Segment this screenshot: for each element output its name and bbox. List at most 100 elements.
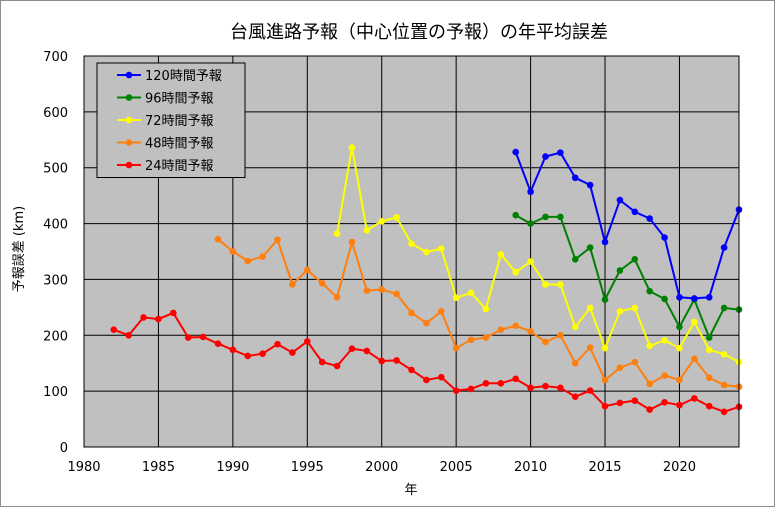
data-point: [452, 344, 460, 352]
data-point: [571, 174, 579, 182]
series-line: [336, 147, 740, 363]
data-point: [348, 144, 356, 151]
data-point: [527, 384, 534, 392]
data-point: [423, 376, 430, 384]
data-point: [318, 280, 326, 287]
legend-swatch-marker: [125, 161, 133, 169]
data-point: [527, 258, 534, 265]
data-point: [437, 307, 445, 315]
legend-label: 120時間予報: [145, 69, 222, 84]
data-point: [705, 374, 713, 382]
chart-title: 台風進路予報（中心位置の予報）の年平均誤差: [230, 22, 608, 43]
data-point: [616, 307, 624, 315]
data-point: [393, 290, 400, 298]
data-point: [691, 318, 698, 326]
data-point: [631, 358, 639, 366]
y-tick-label: 200: [43, 329, 68, 344]
data-point: [423, 248, 430, 256]
data-point: [363, 347, 371, 355]
data-point: [497, 326, 505, 334]
data-point: [676, 401, 683, 409]
data-point: [408, 240, 415, 247]
x-tick-label: 2005: [440, 460, 473, 475]
data-point: [274, 340, 281, 348]
data-point: [467, 385, 475, 393]
data-point: [378, 286, 386, 293]
series-3: [214, 235, 743, 390]
data-point: [363, 226, 371, 234]
data-point: [482, 305, 490, 313]
data-point: [557, 213, 564, 221]
y-tick-label: 400: [43, 218, 68, 233]
legend-swatch-marker: [125, 94, 133, 101]
x-tick-label: 2020: [663, 460, 696, 475]
data-point: [601, 376, 609, 384]
data-point: [691, 355, 698, 363]
data-point: [705, 402, 713, 410]
data-point: [676, 344, 683, 352]
legend-item: 48時間予報: [117, 137, 214, 152]
data-point: [601, 344, 609, 352]
data-point: [437, 245, 445, 253]
data-point: [482, 380, 490, 387]
data-point: [155, 315, 162, 323]
data-point: [274, 236, 281, 244]
data-point: [497, 380, 505, 387]
data-point: [691, 295, 698, 302]
data-point: [542, 213, 549, 221]
data-point: [244, 257, 252, 265]
data-point: [512, 148, 520, 156]
legend-label: 48時間予報: [145, 137, 214, 152]
data-point: [452, 387, 460, 394]
data-point: [542, 153, 549, 160]
data-point: [512, 268, 520, 276]
data-point: [214, 340, 222, 347]
data-point: [631, 208, 639, 216]
y-tick-label: 500: [43, 162, 68, 177]
data-point: [289, 349, 296, 356]
data-point: [705, 346, 713, 354]
data-point: [691, 395, 698, 402]
y-tick-label: 0: [60, 441, 68, 456]
data-point: [184, 334, 192, 341]
data-point: [646, 287, 653, 295]
data-point: [423, 319, 430, 327]
data-point: [110, 326, 118, 334]
data-point: [229, 248, 237, 255]
legend-label: 96時間予報: [145, 92, 214, 107]
legend-item: 120時間予報: [117, 69, 222, 84]
series-line: [514, 151, 740, 300]
data-point: [363, 287, 371, 294]
y-tick-label: 100: [43, 385, 68, 400]
data-point: [616, 399, 624, 407]
legend-item: 24時間予報: [117, 159, 214, 174]
data-point: [467, 289, 475, 297]
data-point: [303, 338, 311, 345]
series-2: [333, 144, 743, 366]
x-tick-label: 1995: [291, 460, 324, 475]
data-point: [720, 408, 728, 416]
data-point: [214, 235, 222, 243]
data-point: [542, 338, 549, 346]
data-point: [571, 323, 579, 331]
data-point: [661, 337, 668, 344]
legend-label: 24時間予報: [145, 159, 214, 174]
series-4: [110, 309, 743, 416]
data-point: [437, 373, 445, 381]
x-tick-label: 1980: [67, 460, 100, 475]
data-point: [557, 281, 564, 288]
data-point: [661, 234, 668, 241]
legend: 120時間予報 96時間予報 72時間予報 48時間予報 24時間予報: [96, 62, 246, 178]
data-point: [512, 375, 520, 383]
data-point: [646, 406, 653, 413]
y-tick-label: 300: [43, 273, 68, 288]
plot-border: [83, 55, 740, 448]
data-point: [631, 397, 639, 404]
data-point: [333, 230, 341, 237]
data-point: [571, 359, 579, 367]
data-point: [601, 238, 609, 246]
data-point: [676, 376, 683, 384]
data-point: [646, 380, 653, 388]
data-point: [125, 331, 132, 339]
legend-item: 96時間予報: [117, 92, 214, 107]
